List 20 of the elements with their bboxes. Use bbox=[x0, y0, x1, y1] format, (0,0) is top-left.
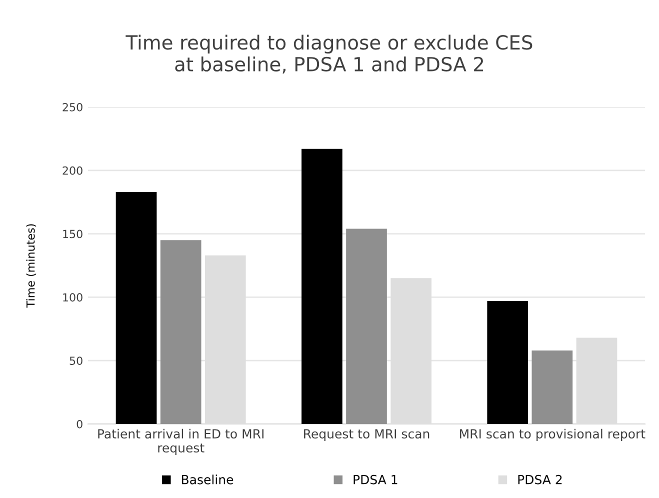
bar bbox=[302, 148, 342, 424]
x-tick-label: Request to MRI scan bbox=[304, 429, 430, 441]
x-tick-label: Patient arrival in ED to MRI request bbox=[98, 428, 264, 455]
y-tick-label: 150 bbox=[63, 230, 82, 238]
y-tick-label: 0 bbox=[76, 420, 82, 428]
y-axis-title: Time (minutes) bbox=[26, 224, 36, 308]
chart-title: Time required to diagnose or exclude CES at baseline, PDSA 1 and PDSA 2 bbox=[126, 34, 532, 74]
legend-label: Baseline bbox=[182, 474, 234, 484]
y-tick-label: 200 bbox=[62, 166, 82, 175]
legend-label: PDSA 2 bbox=[518, 474, 562, 484]
bar bbox=[116, 192, 157, 424]
bar bbox=[346, 228, 387, 424]
y-tick-label: 50 bbox=[70, 356, 82, 365]
y-tick-label: 250 bbox=[62, 102, 82, 112]
legend-label: PDSA 1 bbox=[354, 474, 398, 484]
bar bbox=[487, 301, 528, 424]
y-tick-label: 100 bbox=[63, 293, 82, 302]
x-tick-label: MRI scan to provisional report bbox=[460, 428, 646, 441]
bar bbox=[160, 240, 202, 424]
bar bbox=[532, 350, 573, 424]
